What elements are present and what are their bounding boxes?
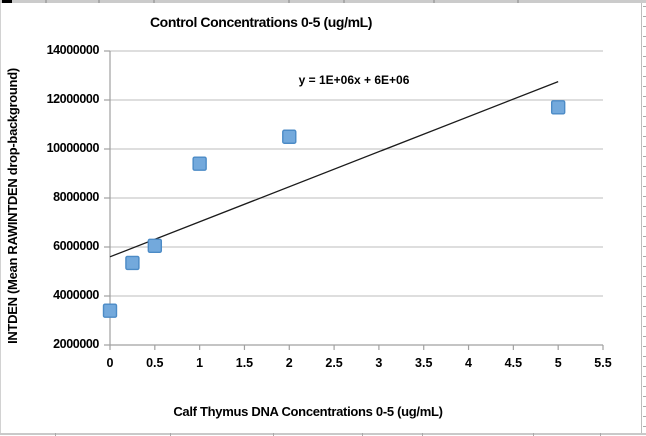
x-tick-label: 1	[196, 356, 204, 370]
worksheet-grid-dash	[643, 386, 646, 387]
worksheet-grid-dash	[643, 256, 646, 257]
worksheet-grid-dash	[643, 156, 646, 157]
worksheet-grid-dash	[643, 76, 646, 77]
worksheet-grid-dash	[643, 186, 646, 187]
worksheet-grid-dash	[643, 276, 646, 277]
x-tick-label: 4.5	[504, 356, 523, 370]
worksheet-grid-dash	[643, 96, 646, 97]
y-tick-label: 8000000	[53, 190, 99, 204]
chart-area[interactable]: Control Concentrations 0-5 (ug/mL) y = 1…	[1, 3, 641, 433]
worksheet-grid-dash	[643, 6, 646, 7]
worksheet-grid-dash	[643, 226, 646, 227]
worksheet-grid-dash	[600, 433, 601, 436]
worksheet-grid-dash	[643, 216, 646, 217]
worksheet-grid-dash	[433, 0, 435, 3]
y-tick-label: 6000000	[53, 239, 99, 253]
worksheet-grid-dash	[643, 366, 646, 367]
worksheet-bottom-gridline	[0, 433, 646, 435]
worksheet-grid-dash	[362, 433, 363, 436]
worksheet-grid-dash	[643, 296, 646, 297]
worksheet-grid-dash	[643, 196, 646, 197]
x-tick-label: 2.5	[325, 356, 343, 370]
worksheet-grid-dash	[273, 433, 274, 436]
worksheet-top-gridline	[0, 0, 646, 3]
worksheet-grid-dash	[643, 246, 646, 247]
worksheet-grid-dash	[643, 316, 646, 317]
worksheet-grid-dash	[643, 16, 646, 17]
worksheet-grid-dash	[643, 236, 646, 237]
x-tick-label: 0	[106, 356, 114, 370]
worksheet-grid-dash	[643, 426, 646, 427]
data-point-marker	[102, 303, 118, 318]
worksheet-grid-dash	[643, 396, 646, 397]
data-point-marker	[282, 129, 297, 144]
worksheet-grid-dash	[643, 46, 646, 47]
worksheet-grid-dash	[422, 433, 423, 436]
worksheet-grid-dash	[517, 0, 519, 3]
y-tick-label: 2000000	[53, 337, 99, 351]
worksheet-left-gridline	[0, 3, 1, 434]
chart-title: Control Concentrations 0-5 (ug/mL)	[149, 14, 373, 30]
data-point-marker	[192, 156, 207, 171]
x-tick-label: 4	[465, 356, 472, 370]
x-tick-label: 2	[285, 356, 293, 370]
worksheet-grid-dash	[643, 306, 646, 307]
worksheet-grid-dash	[643, 86, 646, 87]
x-tick-label: 1.5	[235, 356, 254, 370]
trendline	[109, 81, 559, 258]
worksheet-grid-dash	[643, 206, 646, 207]
data-point-marker	[147, 238, 163, 253]
worksheet-grid-dash	[643, 136, 646, 137]
x-tick-label: 5	[554, 356, 562, 370]
worksheet-grid-dash	[643, 346, 646, 347]
worksheet-grid-dash	[643, 356, 646, 357]
worksheet-grid-dash	[343, 0, 345, 3]
worksheet-grid-dash	[45, 0, 47, 3]
worksheet-grid-dash	[643, 126, 646, 127]
worksheet-grid-dash	[170, 433, 171, 436]
trendline-equation: y = 1E+06x + 6E+06	[298, 73, 410, 87]
worksheet-grid-dash	[643, 416, 646, 417]
worksheet-right-gridline	[641, 3, 642, 434]
y-tick-label: 10000000	[46, 141, 100, 155]
data-point-marker	[550, 100, 566, 115]
worksheet-grid-dash	[643, 326, 646, 327]
worksheet-grid-dash	[643, 406, 646, 407]
worksheet-grid-dash	[643, 286, 646, 287]
x-axis-title: Calf Thymus DNA Concentrations 0-5 (ug/m…	[173, 404, 443, 419]
worksheet-grid-dash	[643, 66, 646, 67]
x-tick-label: 5.5	[594, 356, 612, 370]
worksheet-grid-dash	[643, 166, 646, 167]
worksheet-grid-dash	[643, 146, 646, 147]
y-tick-label: 4000000	[53, 288, 99, 302]
worksheet-grid-dash	[643, 56, 646, 57]
worksheet-grid-dash	[643, 176, 646, 177]
worksheet-grid-dash	[533, 433, 534, 436]
worksheet-grid-dash	[55, 433, 56, 436]
y-tick-label: 12000000	[46, 92, 100, 106]
worksheet-grid-dash	[98, 0, 100, 3]
y-tick-label: 14000000	[46, 43, 100, 57]
x-tick-label: 3	[375, 356, 383, 370]
plot-svg	[102, 50, 604, 350]
worksheet-grid-dash	[153, 0, 155, 3]
worksheet-grid-dash	[643, 266, 646, 267]
data-point-marker	[125, 255, 140, 271]
worksheet-grid-dash	[643, 376, 646, 377]
worksheet-grid-dash	[288, 0, 290, 3]
worksheet-grid-dash	[643, 36, 646, 37]
x-tick-label: 0.5	[146, 356, 164, 370]
worksheet-grid-dash	[643, 26, 646, 27]
worksheet-grid-dash	[643, 336, 646, 337]
x-tick-label: 3.5	[415, 356, 433, 370]
worksheet-grid-dash	[643, 116, 646, 117]
worksheet-grid-dash	[643, 106, 646, 107]
